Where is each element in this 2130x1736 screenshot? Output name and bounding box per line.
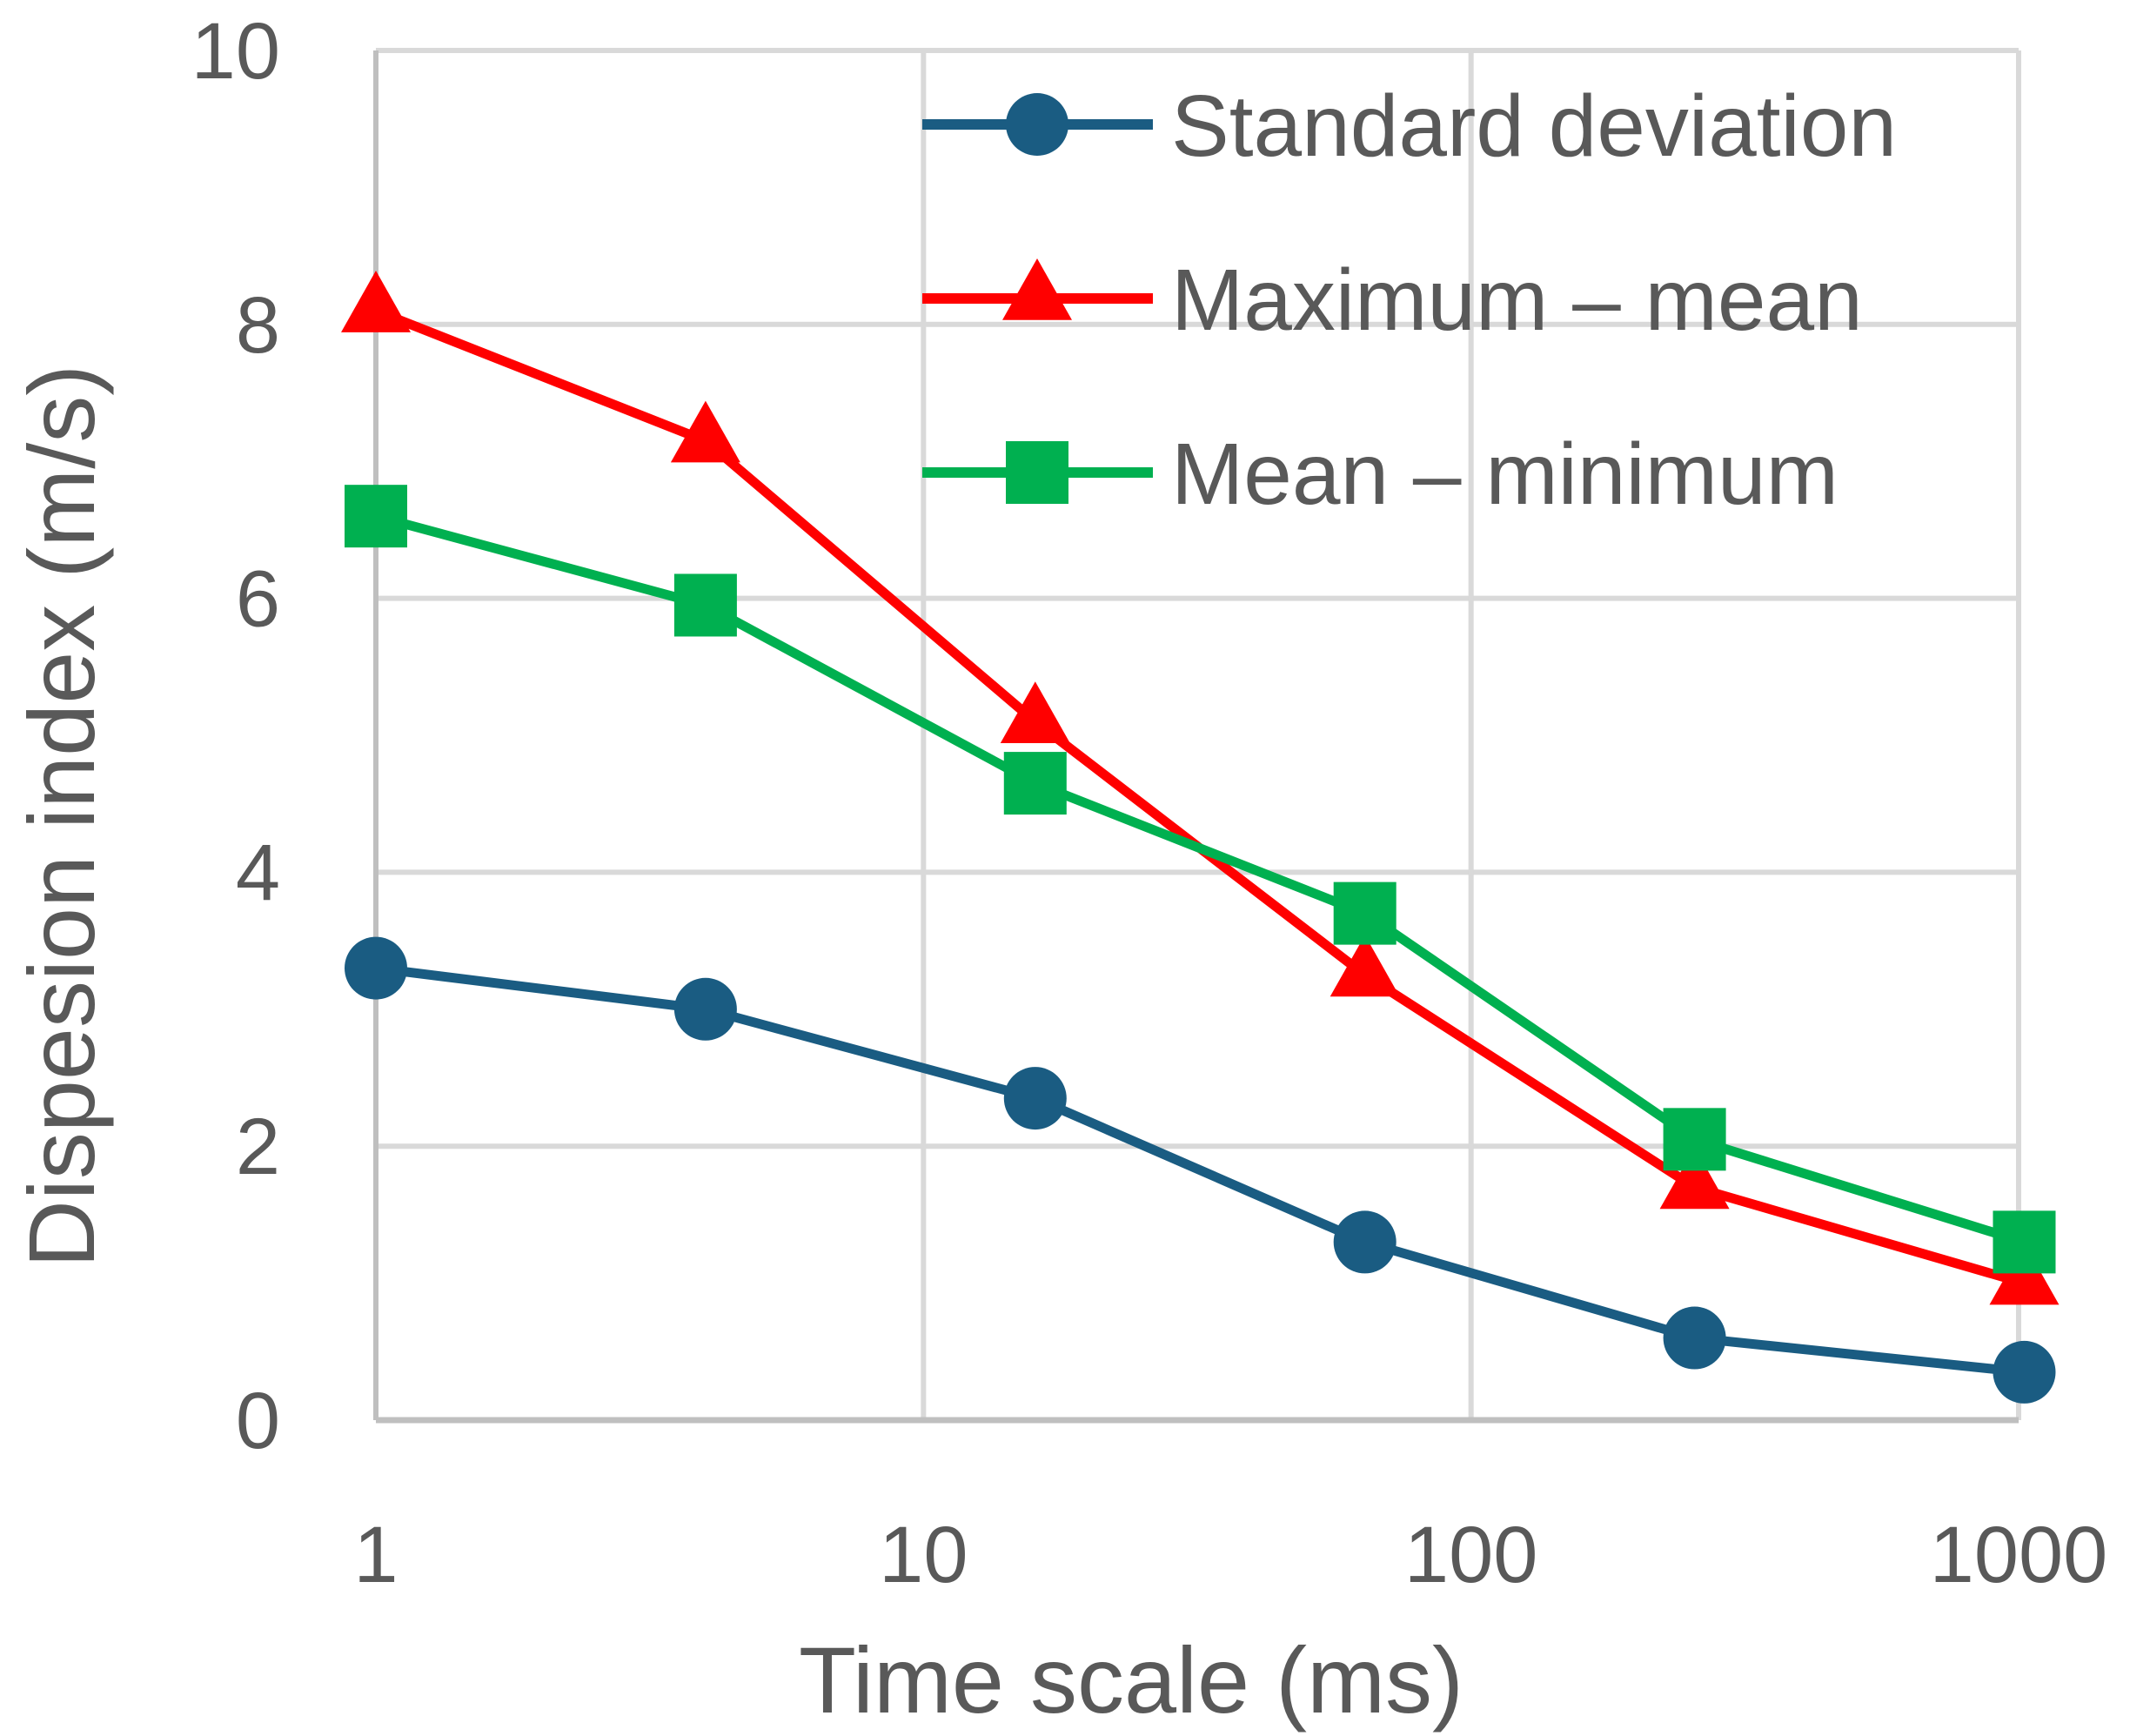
point-mean-minus-minimum-1 (673, 573, 737, 637)
y-tick-label-4: 4 (236, 828, 280, 917)
legend-item-mean-minus-minimum: Mean – minimum (922, 426, 1839, 523)
point-standard-deviation-2 (1003, 1067, 1067, 1130)
legend-item-standard-deviation: Standard deviation (922, 77, 1897, 175)
point-maximum-minus-mean-3 (1330, 935, 1400, 997)
series-mean-minus-minimum (345, 485, 2056, 1274)
point-maximum-minus-mean-5 (1989, 1243, 2060, 1305)
legend-marker-mean-minus-minimum (1006, 441, 1068, 504)
point-standard-deviation-1 (673, 977, 737, 1041)
y-tick-label-8: 8 (236, 281, 280, 370)
y-tick-label-6: 6 (236, 555, 280, 644)
legend-label-standard-deviation: Standard deviation (1171, 77, 1897, 175)
point-maximum-minus-mean-2 (1000, 681, 1070, 744)
x-axis-title: Time scale (ms) (799, 1627, 1464, 1733)
point-maximum-minus-mean-4 (1659, 1147, 1730, 1210)
x-tick-label-1000: 1000 (1930, 1511, 2108, 1599)
point-mean-minus-minimum-0 (345, 485, 407, 548)
point-standard-deviation-4 (1663, 1306, 1726, 1370)
x-tick-label-100: 100 (1404, 1511, 1538, 1599)
point-mean-minus-minimum-5 (1993, 1210, 2056, 1274)
legend: Standard deviation Maximum – mean Mean – m… (922, 77, 1897, 523)
point-maximum-minus-mean-1 (670, 400, 740, 463)
y-axis-ticks: 0 2 4 6 8 10 (191, 7, 280, 1465)
point-mean-minus-minimum-3 (1333, 881, 1397, 945)
point-maximum-minus-mean-0 (341, 271, 411, 332)
point-mean-minus-minimum-2 (1003, 752, 1067, 815)
series-group (341, 271, 2060, 1404)
legend-marker-standard-deviation (1006, 93, 1068, 156)
legend-item-maximum-minus-mean: Maximum – mean (922, 251, 1863, 349)
point-standard-deviation-5 (1993, 1340, 2056, 1404)
point-mean-minus-minimum-4 (1663, 1108, 1726, 1171)
series-line-mean-minus-minimum (374, 511, 2026, 1247)
y-tick-label-10: 10 (191, 7, 280, 96)
y-tick-label-0: 0 (236, 1377, 280, 1465)
legend-label-maximum-minus-mean: Maximum – mean (1171, 251, 1863, 349)
x-tick-label-10: 10 (879, 1511, 968, 1599)
x-axis-ticks: 1 10 100 1000 (353, 1511, 2107, 1599)
legend-label-mean-minus-minimum: Mean – minimum (1171, 426, 1839, 523)
series-standard-deviation (345, 936, 2056, 1404)
point-standard-deviation-3 (1333, 1210, 1397, 1274)
y-axis-title: Dispesion index (m/s) (9, 365, 114, 1268)
point-standard-deviation-0 (345, 936, 407, 1000)
series-line-standard-deviation (375, 963, 2026, 1377)
legend-marker-maximum-minus-mean (1002, 258, 1072, 320)
y-tick-label-2: 2 (236, 1103, 280, 1191)
x-tick-label-1: 1 (353, 1511, 398, 1599)
